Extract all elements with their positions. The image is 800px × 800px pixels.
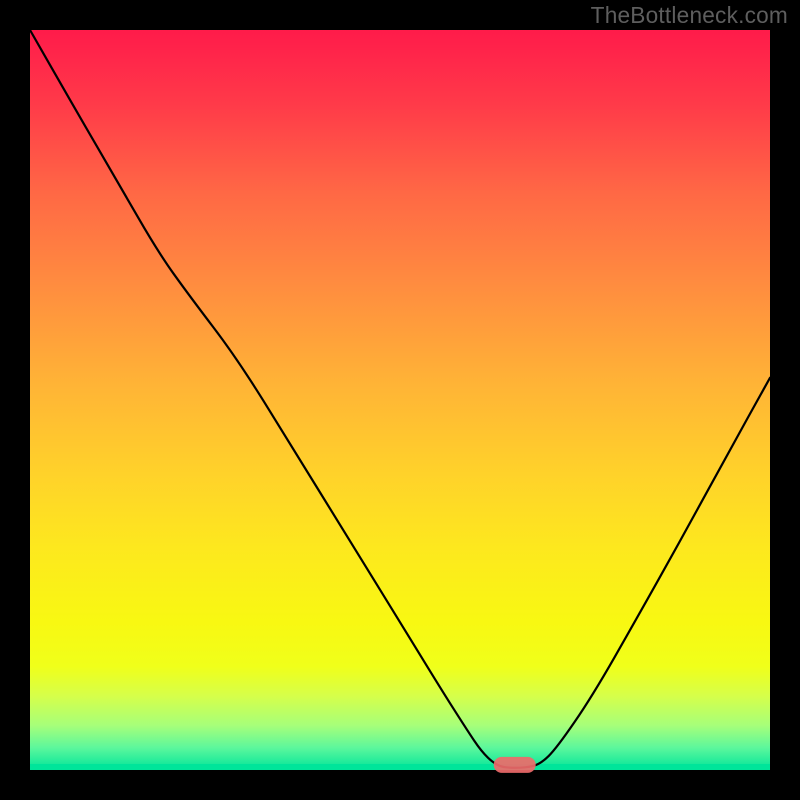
chart-container: TheBottleneck.com: [0, 0, 800, 800]
watermark-text: TheBottleneck.com: [591, 2, 788, 29]
bottleneck-chart: [0, 0, 800, 800]
bottom-band: [30, 764, 770, 770]
optimal-marker: [494, 757, 536, 773]
plot-area: [30, 30, 770, 770]
